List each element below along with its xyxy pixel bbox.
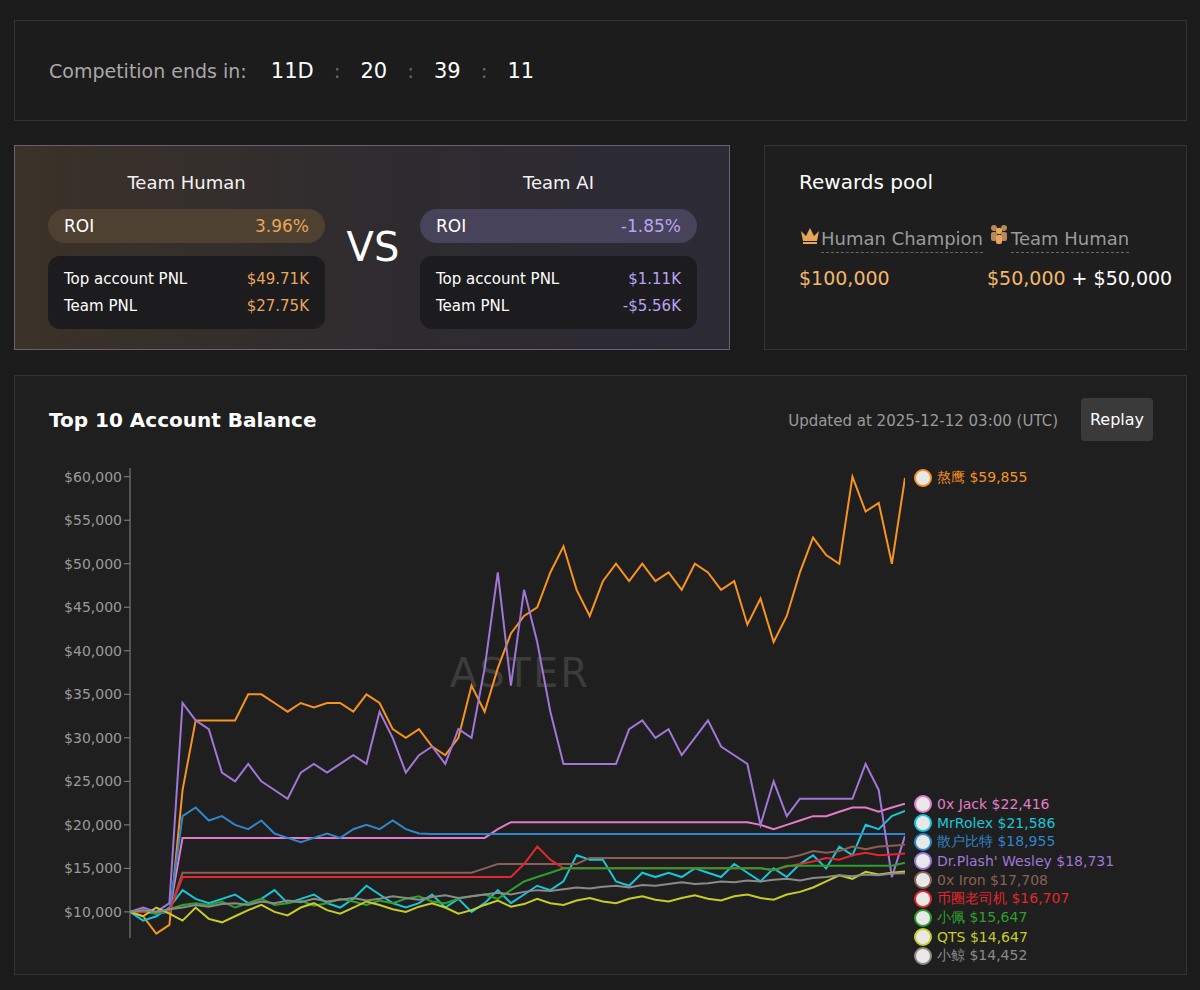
html-text:ROI: ROI	[64, 216, 95, 236]
svg-text:$40,000: $40,000	[64, 643, 122, 659]
html-text:0x Iron $17,708: 0x Iron $17,708	[937, 871, 1048, 888]
svg-text:$20,000: $20,000	[64, 817, 122, 833]
svg-text:$60,000: $60,000	[64, 469, 122, 485]
html-text:$1.11K: $1.11K	[628, 270, 681, 288]
html-text:11: 11	[507, 58, 535, 83]
svg-text:$10,000: $10,000	[64, 904, 122, 920]
html-text:3.96%: 3.96%	[255, 216, 309, 236]
html-text:Team AI: Team AI	[523, 172, 594, 193]
svg-text:$25,000: $25,000	[64, 773, 122, 789]
html-text:VS: VS	[346, 224, 400, 270]
html-text:ROI: ROI	[436, 216, 467, 236]
html-text:Competition ends in:: Competition ends in:	[49, 59, 247, 82]
svg-text:$50,000: $50,000	[64, 556, 122, 572]
html-text:Team PNL: Team PNL	[436, 297, 509, 315]
html-text:$49.71K: $49.71K	[246, 270, 309, 288]
html-text:散户比特 $18,955: 散户比特 $18,955	[937, 832, 1056, 849]
html-text:小鲸 $14,452: 小鲸 $14,452	[937, 946, 1028, 963]
html-text:20: 20	[360, 58, 388, 83]
svg-text:$35,000: $35,000	[64, 686, 122, 702]
html-text:熬鹰 $59,855: 熬鹰 $59,855	[937, 469, 1028, 485]
html-text:Replay: Replay	[1089, 410, 1145, 429]
html-text:-1.85%: -1.85%	[620, 216, 681, 236]
svg-text:$30,000: $30,000	[64, 730, 122, 746]
html-text:$100,000: $100,000	[799, 267, 890, 289]
html-text:Team PNL: Team PNL	[64, 297, 137, 315]
html-text:Updated at 2025-12-12 03:00 (U: Updated at 2025-12-12 03:00 (UTC)	[788, 412, 1058, 430]
html-text:Team Human: Team Human	[1011, 228, 1130, 249]
svg-text:$55,000: $55,000	[64, 512, 122, 528]
html-text:Top account PNL: Top account PNL	[64, 270, 188, 288]
html-text:币圈老司机 $16,707: 币圈老司机 $16,707	[937, 889, 1070, 906]
html-text:Dr.Plash' Wesley $18,731: Dr.Plash' Wesley $18,731	[937, 852, 1115, 869]
svg-text:$15,000: $15,000	[64, 860, 122, 876]
svg-text:$45,000: $45,000	[64, 599, 122, 615]
html-text:-$5.56K: -$5.56K	[622, 297, 681, 315]
html-text:ASTER: ASTER	[449, 650, 591, 696]
html-text:QTS $14,647: QTS $14,647	[937, 928, 1028, 945]
html-text:$50,000 + $50,000: $50,000 + $50,000	[987, 267, 1173, 289]
html-text:39: 39	[433, 58, 461, 83]
html-text:Rewards pool: Rewards pool	[799, 170, 933, 194]
html-text:Team Human: Team Human	[127, 172, 246, 193]
html-text:11D: 11D	[270, 58, 314, 83]
html-text:$27.75K: $27.75K	[246, 297, 309, 315]
html-text:小佩 $15,647: 小佩 $15,647	[937, 908, 1028, 925]
html-text:MrRolex $21,586: MrRolex $21,586	[937, 814, 1056, 831]
html-text:Top 10 Account Balance: Top 10 Account Balance	[49, 408, 317, 432]
html-text:Top account PNL: Top account PNL	[436, 270, 560, 288]
html-text:Human Champion: Human Champion	[821, 228, 983, 249]
html-text:0x Jack $22,416: 0x Jack $22,416	[937, 795, 1050, 812]
